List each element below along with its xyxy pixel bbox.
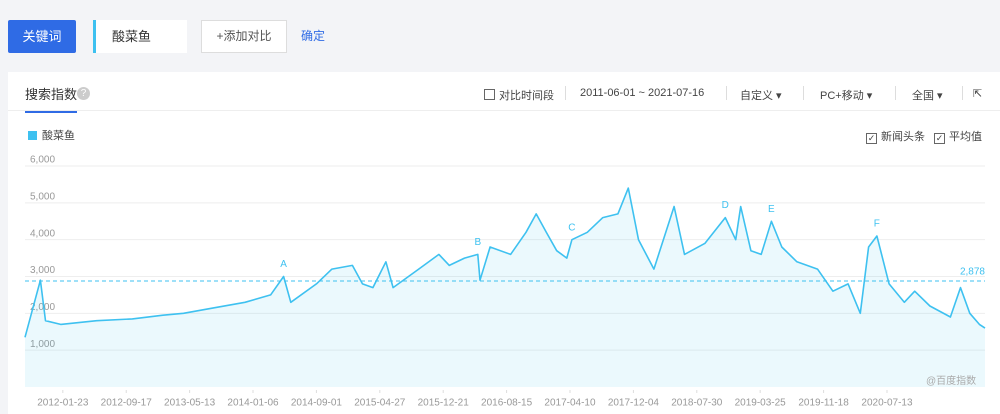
annotation: C [568,222,575,233]
x-tick-label: 2015-04-27 [354,398,406,409]
checkbox[interactable]: ✓ [866,133,877,144]
label: 平均值 [949,131,982,143]
annotation: F [874,219,880,230]
x-tick-label: 2013-05-13 [164,398,216,409]
separator [726,86,727,100]
y-tick-label: 1,000 [30,339,55,350]
legend-swatch [28,131,37,140]
annotation: A [280,259,287,270]
average-toggle[interactable]: ✓ 平均值 [934,128,982,144]
area [25,188,985,387]
x-tick-label: 2014-01-06 [227,398,279,409]
annotation: E [768,204,775,215]
date-range[interactable]: 2011-06-01 ~ 2021-07-16 [580,87,705,99]
x-tick-label: 2016-08-15 [481,398,533,409]
y-tick-label: 3,000 [30,265,55,276]
keyword-button[interactable]: 关键词 [8,20,76,53]
label: 全国 [912,90,934,102]
tab[interactable]: 搜索指数 [25,84,78,113]
x-tick-label: 2012-01-23 [37,398,89,409]
label: 新闻头条 [881,131,925,143]
add-compare[interactable]: +添加对比 [201,20,287,53]
share-icon[interactable]: ⇱ [973,88,983,100]
y-tick-label: 2,000 [30,302,55,313]
x-tick-label: 2019-11-18 [798,398,849,409]
keyword-input[interactable]: 酸菜鱼 [93,20,187,53]
x-tick-label: 2018-07-30 [671,398,723,409]
annotation: D [722,200,729,211]
device[interactable]: PC+移动 ▾ [820,90,873,102]
legend: 酸菜鱼 [28,127,75,143]
separator [962,86,963,100]
separator [895,86,896,100]
separator [565,86,566,100]
average-label: 2,878 [960,267,985,278]
y-tick-label: 4,000 [30,228,55,239]
x-tick-label: 2017-04-10 [544,398,596,409]
annotation: B [474,237,481,248]
x-tick-label: 2020-07-13 [861,398,913,409]
compare-period[interactable]: 对比时间段 [484,87,554,103]
y-tick-label: 6,000 [30,155,55,166]
separator [803,86,804,100]
checkbox[interactable] [484,89,495,100]
label: 对比时间段 [499,90,554,102]
x-tick-label: 2015-12-21 [418,398,470,409]
x-tick-label: 2019-03-25 [735,398,787,409]
label: 自定义 [740,90,773,102]
custom[interactable]: 自定义 ▾ [740,90,782,102]
x-tick-label: 2017-12-04 [608,398,660,409]
watermark: @百度指数 [926,376,977,387]
confirm-link[interactable]: 确定 [301,29,326,43]
panel [8,72,1000,414]
help-icon[interactable]: ? [77,87,90,100]
y-tick-label: 5,000 [30,191,55,202]
x-tick-label: 2014-09-01 [291,398,343,409]
checkbox[interactable]: ✓ [934,133,945,144]
divider [8,110,1000,111]
label: PC+移动 [820,90,864,102]
line [24,187,986,338]
legend-label: 酸菜鱼 [42,130,75,142]
news-toggle[interactable]: ✓ 新闻头条 [866,128,925,144]
x-tick-label: 2012-09-17 [101,398,153,409]
region[interactable]: 全国 ▾ [912,90,943,102]
